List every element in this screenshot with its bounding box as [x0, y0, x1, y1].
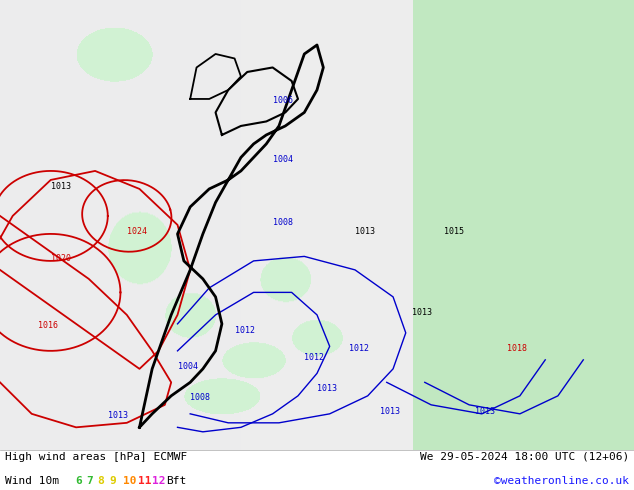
Text: 7: 7 [86, 476, 93, 486]
Text: 1004: 1004 [178, 362, 198, 371]
Text: 1020: 1020 [51, 254, 71, 263]
Text: 1008: 1008 [190, 393, 210, 402]
Text: 1004: 1004 [273, 155, 293, 164]
Text: 6: 6 [75, 476, 82, 486]
Text: 9: 9 [109, 476, 116, 486]
Text: 10: 10 [123, 476, 136, 486]
Text: 8: 8 [98, 476, 105, 486]
Text: 1024: 1024 [127, 227, 147, 236]
Text: 1013: 1013 [476, 407, 496, 416]
Text: 1013: 1013 [317, 384, 337, 393]
Text: High wind areas [hPa] ECMWF: High wind areas [hPa] ECMWF [5, 452, 187, 462]
Text: 1006: 1006 [273, 97, 293, 105]
Text: 1018: 1018 [507, 344, 527, 353]
Text: 1013: 1013 [51, 182, 71, 191]
Text: 1015: 1015 [444, 227, 464, 236]
Text: 1016: 1016 [38, 321, 58, 330]
Text: 1013: 1013 [380, 407, 401, 416]
Text: We 29-05-2024 18:00 UTC (12+06): We 29-05-2024 18:00 UTC (12+06) [420, 452, 629, 462]
Text: Bft: Bft [166, 476, 186, 486]
Text: Wind 10m: Wind 10m [5, 476, 59, 486]
Text: 1012: 1012 [235, 326, 255, 335]
Text: ©weatheronline.co.uk: ©weatheronline.co.uk [494, 476, 629, 486]
Text: 12: 12 [152, 476, 165, 486]
Text: 1012: 1012 [349, 344, 369, 353]
Text: 1008: 1008 [273, 218, 293, 227]
Text: 1012: 1012 [304, 353, 325, 362]
Text: 11: 11 [138, 476, 152, 486]
Text: 1013: 1013 [412, 308, 432, 317]
Text: 1013: 1013 [108, 411, 128, 420]
Text: 1013: 1013 [355, 227, 375, 236]
